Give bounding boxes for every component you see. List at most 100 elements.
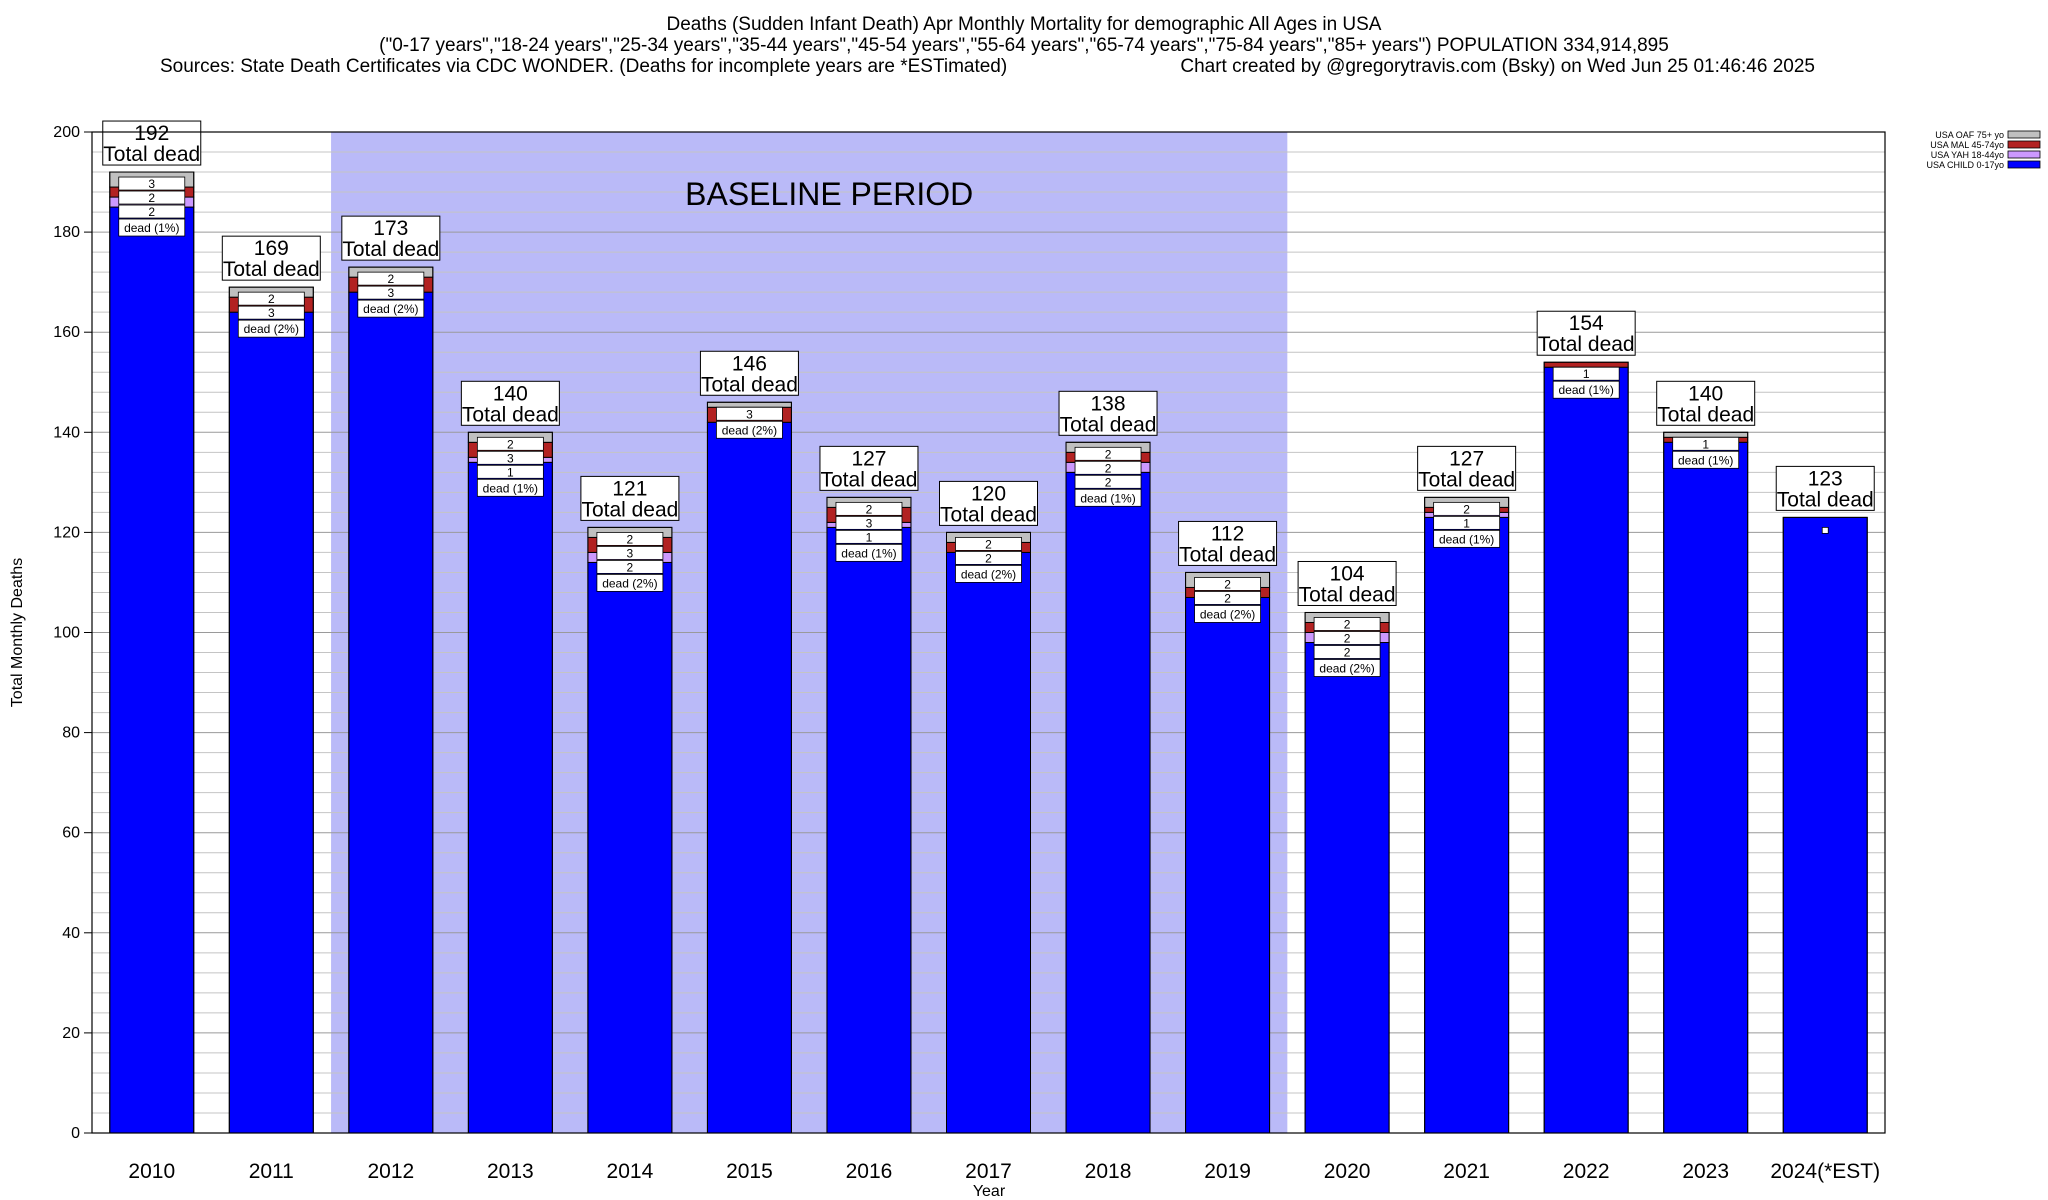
segment-label: 3 [507, 451, 514, 465]
y-tick-label: 60 [62, 825, 80, 842]
segment-label: 2 [507, 437, 514, 451]
segment-label-box [716, 406, 783, 421]
bar-segment-usa-child-0-17yo [1663, 441, 1749, 1134]
segment-label: 2 [1463, 502, 1470, 516]
total-value-label: 121 [612, 477, 647, 500]
segment-label: 2 [1105, 461, 1112, 475]
dead-percent-label: dead (2%) [363, 302, 418, 316]
total-dead-text: Total dead [701, 373, 798, 396]
legend-swatch [2007, 160, 2041, 169]
y-tick-label: 140 [53, 424, 80, 441]
dead-percent-label: dead (1%) [124, 221, 179, 235]
dead-label-box [835, 543, 903, 562]
segment-label-box [476, 464, 544, 479]
segment-label-box [596, 545, 664, 560]
total-value-label: 192 [134, 122, 169, 145]
bar-segment-usa-child-0-17yo [109, 206, 195, 1134]
segment-label-box [955, 537, 1022, 551]
dead-percent-label: dead (1%) [841, 546, 896, 560]
title-line-3: Chart created by @gregorytravis.com (Bsk… [1180, 56, 1815, 77]
segment-label: 1 [866, 530, 873, 544]
bar-segment-usa-child-0-17yo [1424, 516, 1510, 1134]
bar-segment-usa-child-0-17yo [587, 561, 673, 1134]
y-tick-label: 180 [53, 224, 80, 241]
bar-segment-usa-child-0-17yo [706, 421, 792, 1134]
segment-label-box [357, 271, 425, 286]
dead-label-box [1194, 605, 1261, 623]
title-line-0: Deaths (Sudden Infant Death) Apr Monthly… [667, 14, 1382, 35]
x-tick-label: 2017 [965, 1160, 1012, 1183]
x-tick-label: 2014 [607, 1160, 654, 1183]
dead-percent-label: dead (1%) [1439, 532, 1494, 546]
total-value-label: 140 [1688, 382, 1723, 405]
baseline-period-label: BASELINE PERIOD [685, 176, 973, 212]
bar-segment-usa-child-0-17yo [826, 526, 912, 1134]
total-label-box [939, 480, 1038, 526]
total-label-box [1656, 380, 1756, 426]
y-tick-label: 120 [53, 524, 80, 541]
total-label-box [1297, 560, 1397, 606]
total-dead-text: Total dead [342, 238, 439, 261]
total-value-label: 127 [1449, 447, 1484, 470]
dead-label-box [1433, 529, 1501, 548]
segment-label-box [1313, 645, 1381, 659]
x-tick-label: 2013 [487, 1160, 534, 1183]
x-tick-label: 2021 [1443, 1160, 1490, 1183]
legend-label: USA OAF 75+ yo [1935, 130, 2004, 140]
bar-segment-usa-child-0-17yo [1304, 642, 1390, 1134]
dead-percent-label: dead (1%) [1558, 383, 1613, 397]
segment-label: 3 [866, 516, 873, 530]
y-tick-label: 80 [62, 725, 80, 742]
y-tick-label: 20 [62, 1025, 80, 1042]
segment-label-box [596, 559, 664, 574]
x-tick-label: 2024(*EST) [1770, 1160, 1880, 1183]
dead-percent-label: dead (2%) [602, 576, 657, 590]
segment-label-box [1552, 366, 1620, 381]
legend-swatch [2007, 130, 2041, 139]
y-axis-label: Total Monthly Deaths [9, 558, 26, 707]
bar-segment-usa-child-0-17yo [1543, 366, 1629, 1134]
total-dead-text: Total dead [1179, 543, 1276, 566]
y-tick-label: 160 [53, 324, 80, 341]
dead-label-box [237, 319, 305, 338]
total-dead-text: Total dead [1538, 333, 1635, 356]
total-dead-text: Total dead [1299, 583, 1396, 606]
segment-label: 2 [387, 272, 394, 286]
bar-segment-usa-child-0-17yo [228, 311, 314, 1134]
segment-label-box [1672, 436, 1740, 451]
x-tick-label: 2022 [1563, 1160, 1610, 1183]
segment-label: 2 [866, 502, 873, 516]
dead-label-box [357, 299, 425, 318]
dead-percent-label: dead (1%) [1080, 491, 1135, 505]
dead-label-box [955, 565, 1022, 583]
x-tick-label: 2011 [249, 1160, 294, 1183]
total-dead-text: Total dead [223, 258, 320, 281]
bar-segment-usa-child-0-17yo [1185, 596, 1271, 1134]
x-tick-label: 2012 [367, 1160, 414, 1183]
y-tick-label: 200 [53, 124, 80, 141]
total-label-box [1775, 465, 1875, 511]
dead-label-box [118, 218, 186, 237]
segment-label: 2 [1344, 617, 1351, 631]
dead-percent-label: dead (1%) [1678, 453, 1733, 467]
segment-label-box [835, 515, 903, 530]
segment-label-box [118, 190, 186, 205]
x-tick-label: 2019 [1204, 1160, 1251, 1183]
total-dead-text: Total dead [1060, 413, 1157, 436]
segment-label: 2 [268, 292, 275, 306]
total-dead-text: Total dead [940, 503, 1037, 526]
total-value-label: 123 [1808, 467, 1843, 490]
bar-segment-usa-child-0-17yo [348, 291, 434, 1134]
dead-label-box [596, 573, 664, 592]
